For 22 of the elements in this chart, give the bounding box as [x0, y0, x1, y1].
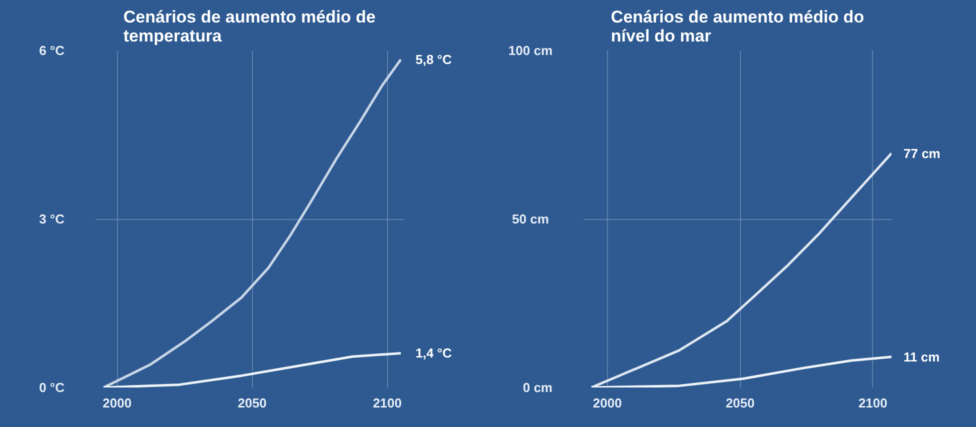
x-tick-label: 2000 [592, 396, 622, 410]
line-series [590, 356, 892, 388]
y-tick-label: 0 °C [39, 380, 66, 395]
chart-title: Cenários de aumento médio de temperatura [123, 8, 376, 46]
line-series [102, 352, 402, 388]
y-tick-label: 6 °C [39, 43, 66, 58]
y-tick-label: 3 °C [39, 212, 66, 226]
x-tick-label: 2100 [372, 396, 402, 410]
text: 1,4 °C [416, 346, 452, 361]
y-tick-label: 50 cm [512, 212, 549, 226]
x-tick-label: 2050 [726, 396, 755, 410]
x-tick-label: 2050 [238, 396, 267, 410]
y-tick-label: 0 cm [522, 380, 553, 395]
text: 11 cm [904, 349, 940, 364]
chart-title: Cenários de aumento médio do nível do mar [610, 8, 864, 46]
x-tick-label: 2000 [102, 396, 132, 410]
line-series [590, 152, 892, 388]
text: 5,8 °C [416, 52, 452, 67]
y-tick-label: 100 cm [508, 43, 553, 58]
text: 77 cm [904, 146, 940, 161]
x-tick-label: 2100 [858, 396, 888, 410]
line-series [102, 58, 402, 388]
